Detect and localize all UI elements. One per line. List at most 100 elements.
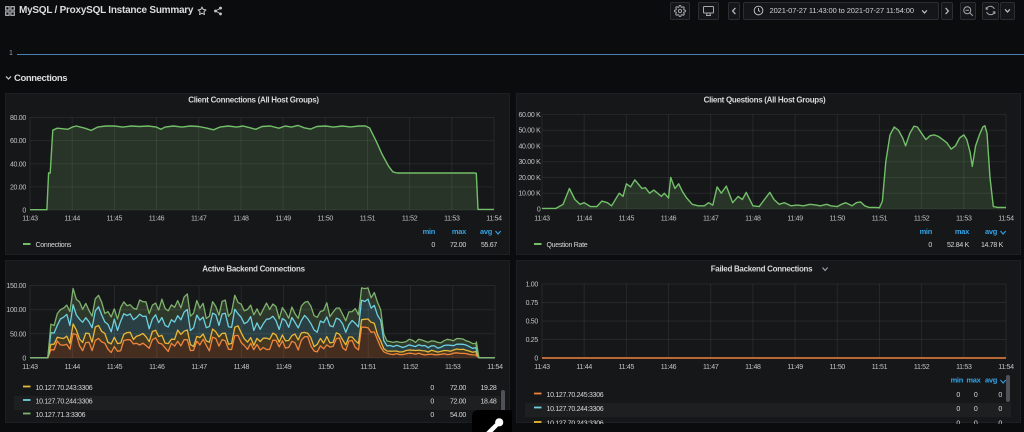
svg-text:0: 0 xyxy=(537,207,541,214)
svg-text:11:53: 11:53 xyxy=(444,216,460,223)
svg-text:0: 0 xyxy=(974,421,978,425)
svg-text:11:43: 11:43 xyxy=(534,364,550,371)
svg-text:11:52: 11:52 xyxy=(914,216,930,223)
svg-text:11:51: 11:51 xyxy=(872,216,888,223)
svg-text:11:50: 11:50 xyxy=(318,216,334,223)
svg-text:11:50: 11:50 xyxy=(318,364,334,371)
svg-text:0.75: 0.75 xyxy=(526,300,539,307)
svg-text:150.00: 150.00 xyxy=(6,283,26,290)
svg-text:11:49: 11:49 xyxy=(787,216,803,223)
svg-text:72.00: 72.00 xyxy=(450,399,466,406)
svg-text:0: 0 xyxy=(430,385,434,392)
svg-text:11:49: 11:49 xyxy=(276,364,292,371)
svg-text:11:47: 11:47 xyxy=(191,364,207,371)
svg-text:min: min xyxy=(951,376,964,385)
svg-text:min: min xyxy=(920,227,933,236)
svg-text:20.00 K: 20.00 K xyxy=(518,175,541,182)
svg-text:avg: avg xyxy=(480,227,493,236)
svg-text:100.00: 100.00 xyxy=(6,307,26,314)
svg-text:10.127.70.244:3306: 10.127.70.244:3306 xyxy=(36,399,93,406)
svg-text:0.25: 0.25 xyxy=(526,337,539,344)
svg-text:50.00: 50.00 xyxy=(10,331,26,338)
svg-text:11:48: 11:48 xyxy=(745,216,761,223)
svg-text:30.00 K: 30.00 K xyxy=(518,159,541,166)
svg-text:11:47: 11:47 xyxy=(703,216,719,223)
svg-text:11:46: 11:46 xyxy=(149,216,165,223)
svg-text:11:45: 11:45 xyxy=(107,216,123,223)
svg-text:Client Connections (All Host G: Client Connections (All Host Groups) xyxy=(188,96,319,105)
svg-text:11:44: 11:44 xyxy=(576,364,592,371)
svg-text:11:48: 11:48 xyxy=(234,364,250,371)
svg-text:40.00 K: 40.00 K xyxy=(518,143,541,150)
svg-text:11:43: 11:43 xyxy=(22,364,38,371)
svg-text:11:47: 11:47 xyxy=(191,216,207,223)
svg-text:0: 0 xyxy=(22,208,26,215)
svg-text:Connections: Connections xyxy=(36,242,72,249)
svg-text:11:47: 11:47 xyxy=(703,364,719,371)
svg-text:11:49: 11:49 xyxy=(787,364,803,371)
svg-text:11:44: 11:44 xyxy=(64,216,80,223)
svg-text:0: 0 xyxy=(956,392,960,399)
svg-text:11:48: 11:48 xyxy=(745,364,761,371)
svg-text:Client Questions (All Host Gro: Client Questions (All Host Groups) xyxy=(704,96,826,105)
svg-text:18.48: 18.48 xyxy=(480,399,496,406)
svg-text:10.127.71.3:3306: 10.127.71.3:3306 xyxy=(36,412,86,419)
svg-text:max: max xyxy=(966,376,981,385)
svg-text:0: 0 xyxy=(998,392,1002,399)
svg-text:11:51: 11:51 xyxy=(360,216,376,223)
svg-text:80.00: 80.00 xyxy=(10,115,26,122)
svg-text:11:53: 11:53 xyxy=(956,216,972,223)
svg-text:11:49: 11:49 xyxy=(275,216,291,223)
svg-text:11:46: 11:46 xyxy=(149,364,165,371)
svg-text:11:43: 11:43 xyxy=(534,216,550,223)
svg-text:0: 0 xyxy=(998,421,1002,425)
svg-text:60.00: 60.00 xyxy=(10,138,26,145)
svg-text:19.28: 19.28 xyxy=(480,385,496,392)
svg-text:11:48: 11:48 xyxy=(233,216,249,223)
svg-text:52.84 K: 52.84 K xyxy=(947,242,970,249)
svg-text:11:52: 11:52 xyxy=(403,364,419,371)
svg-text:Question Rate: Question Rate xyxy=(547,242,588,249)
svg-text:min: min xyxy=(423,227,436,236)
svg-text:0: 0 xyxy=(974,406,978,413)
svg-text:10.00 K: 10.00 K xyxy=(518,191,541,198)
svg-text:Failed Backend Connections: Failed Backend Connections xyxy=(711,265,813,274)
svg-text:11:54: 11:54 xyxy=(998,216,1014,223)
svg-text:11:51: 11:51 xyxy=(360,364,376,371)
svg-text:avg: avg xyxy=(985,376,998,385)
svg-text:0: 0 xyxy=(956,421,960,425)
svg-text:11:53: 11:53 xyxy=(445,364,461,371)
svg-text:0: 0 xyxy=(22,356,26,363)
svg-text:11:43: 11:43 xyxy=(22,216,38,223)
svg-text:11:52: 11:52 xyxy=(402,216,418,223)
svg-text:11:44: 11:44 xyxy=(65,364,81,371)
svg-text:54.00: 54.00 xyxy=(450,412,466,419)
svg-text:11:46: 11:46 xyxy=(661,216,677,223)
svg-text:11:44: 11:44 xyxy=(576,216,592,223)
svg-text:50.00 K: 50.00 K xyxy=(518,128,541,135)
svg-text:14.78 K: 14.78 K xyxy=(981,242,1004,249)
svg-text:0: 0 xyxy=(998,406,1002,413)
svg-text:11:50: 11:50 xyxy=(830,364,846,371)
svg-text:11:54: 11:54 xyxy=(998,364,1014,371)
svg-text:10.127.70.244:3306: 10.127.70.244:3306 xyxy=(547,406,604,413)
svg-text:72.00: 72.00 xyxy=(450,385,466,392)
svg-text:Active Backend Connections: Active Backend Connections xyxy=(202,265,305,274)
svg-text:11:45: 11:45 xyxy=(107,364,123,371)
svg-text:11:46: 11:46 xyxy=(661,364,677,371)
svg-text:0: 0 xyxy=(430,399,434,406)
svg-text:0: 0 xyxy=(974,392,978,399)
svg-text:55.67: 55.67 xyxy=(481,242,497,249)
svg-text:11:45: 11:45 xyxy=(619,364,635,371)
svg-text:1.00: 1.00 xyxy=(526,282,539,289)
svg-text:0: 0 xyxy=(928,242,932,249)
svg-text:11:50: 11:50 xyxy=(830,216,846,223)
svg-text:0.50: 0.50 xyxy=(526,319,539,326)
svg-text:avg: avg xyxy=(985,227,998,236)
svg-text:11:54: 11:54 xyxy=(487,364,503,371)
svg-text:11:52: 11:52 xyxy=(914,364,930,371)
svg-text:10.127.70.243:3306: 10.127.70.243:3306 xyxy=(547,421,604,425)
svg-text:11:53: 11:53 xyxy=(956,364,972,371)
svg-text:11:45: 11:45 xyxy=(619,216,635,223)
svg-text:0: 0 xyxy=(956,406,960,413)
